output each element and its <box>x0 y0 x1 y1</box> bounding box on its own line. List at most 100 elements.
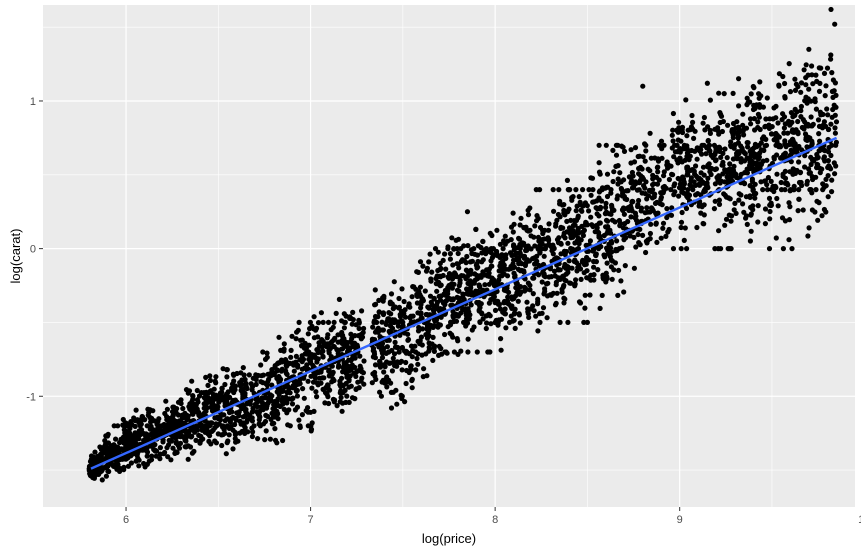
scatter-point <box>690 119 696 125</box>
scatter-point <box>142 464 148 470</box>
scatter-point <box>751 116 758 122</box>
scatter-point <box>741 126 747 132</box>
scatter-point <box>331 319 337 325</box>
scatter-point <box>594 228 600 234</box>
scatter-point <box>182 435 188 441</box>
scatter-point <box>194 387 200 394</box>
scatter-point <box>386 328 392 334</box>
scatter-point <box>199 424 205 430</box>
scatter-point <box>98 467 104 473</box>
scatter-point <box>578 276 584 282</box>
scatter-point <box>736 197 742 203</box>
scatter-point <box>609 276 615 282</box>
scatter-point <box>790 138 796 144</box>
scatter-point <box>684 143 690 149</box>
scatter-point <box>295 364 301 370</box>
scatter-point <box>414 269 420 275</box>
scatter-point <box>588 272 594 278</box>
scatter-point <box>443 298 450 304</box>
scatter-point <box>405 337 411 343</box>
scatter-point <box>803 62 809 68</box>
scatter-point <box>294 404 301 410</box>
scatter-point <box>327 387 333 393</box>
scatter-point <box>758 140 764 146</box>
scatter-point <box>204 425 210 431</box>
scatter-point <box>829 70 835 76</box>
scatter-point <box>461 296 467 303</box>
scatter-point <box>395 319 401 325</box>
scatter-point <box>723 194 730 200</box>
scatter-point <box>782 80 788 87</box>
scatter-point <box>324 335 330 341</box>
x-tick-label: 7 <box>308 514 314 526</box>
scatter-point <box>824 65 831 71</box>
scatter-point <box>744 221 750 227</box>
scatter-point <box>219 389 225 395</box>
scatter-point <box>249 387 255 393</box>
scatter-point <box>719 128 726 135</box>
scatter-point <box>813 187 819 193</box>
scatter-point <box>823 176 829 182</box>
scatter-point <box>398 308 405 314</box>
scatter-point <box>392 339 398 345</box>
scatter-point <box>778 187 785 193</box>
scatter-point <box>294 387 300 394</box>
scatter-point <box>705 175 711 181</box>
scatter-point <box>356 317 362 323</box>
scatter-point <box>386 377 392 383</box>
scatter-point <box>449 332 455 338</box>
scatter-point <box>197 438 203 444</box>
scatter-point <box>213 374 219 380</box>
scatter-point <box>792 76 798 82</box>
scatter-point <box>824 106 830 112</box>
scatter-point <box>640 83 646 89</box>
scatter-point <box>409 294 415 300</box>
scatter-point <box>537 224 544 231</box>
scatter-point <box>812 99 818 105</box>
scatter-point <box>494 227 500 233</box>
scatter-point <box>825 112 831 118</box>
scatter-point <box>458 258 464 264</box>
scatter-point <box>622 263 628 269</box>
scatter-point <box>604 193 611 200</box>
scatter-point <box>550 243 556 250</box>
scatter-point <box>705 162 711 168</box>
scatter-point <box>795 208 801 214</box>
scatter-point <box>601 252 607 258</box>
scatter-point <box>597 206 603 212</box>
scatter-point <box>186 388 193 394</box>
scatter-point <box>553 282 559 288</box>
scatter-point <box>572 240 578 246</box>
scatter-point <box>643 142 649 148</box>
scatter-point <box>719 162 725 168</box>
scatter-point <box>212 403 218 409</box>
scatter-point <box>631 265 638 271</box>
scatter-point <box>603 204 609 210</box>
scatter-point <box>185 456 191 462</box>
scatter-point <box>561 207 567 213</box>
scatter-point <box>815 217 821 223</box>
scatter-point <box>697 148 703 154</box>
scatter-point <box>789 246 795 252</box>
scatter-point <box>136 428 142 434</box>
scatter-point <box>503 325 509 331</box>
scatter-point <box>799 147 805 153</box>
scatter-point <box>263 412 269 418</box>
scatter-point <box>788 159 794 165</box>
scatter-point <box>653 220 659 226</box>
scatter-point <box>399 286 405 292</box>
scatter-point <box>603 200 609 206</box>
scatter-point <box>545 280 551 286</box>
scatter-point <box>758 161 764 167</box>
scatter-point <box>488 246 494 252</box>
scatter-point <box>580 187 586 193</box>
scatter-point <box>407 315 413 321</box>
scatter-point <box>558 240 564 246</box>
scatter-point <box>248 381 254 387</box>
scatter-point <box>220 431 226 438</box>
scatter-point <box>610 178 616 185</box>
scatter-point <box>707 127 713 133</box>
scatter-point <box>611 267 617 273</box>
scatter-point <box>792 87 799 93</box>
